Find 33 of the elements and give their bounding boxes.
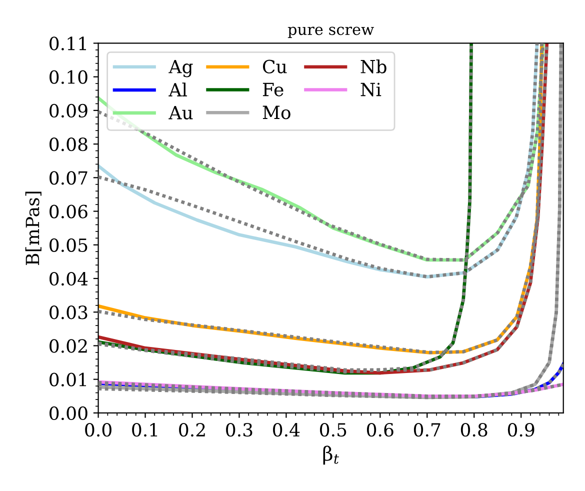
chart-title: pure screw (288, 26, 374, 38)
legend-label: Ag (168, 60, 193, 78)
x-tick-label: 0.0 (85, 422, 112, 437)
legend-label: Cu (262, 60, 287, 74)
y-tick-label: 0.00 (50, 406, 88, 420)
x-tick-label: 0.6 (366, 422, 394, 437)
y-tick-label: 0.05 (50, 238, 88, 252)
x-tick-label: 0.5 (320, 422, 346, 437)
x-tick-label: 0.4 (273, 422, 300, 437)
y-tick-label: 0.11 (50, 36, 86, 50)
x-tick-label: 0.7 (414, 422, 440, 437)
legend-label: Au (168, 106, 193, 120)
legend-label: Al (168, 82, 187, 96)
legend-label: Nb (360, 59, 386, 74)
x-tick-label: 0.8 (460, 422, 488, 437)
y-tick-label: 0.01 (50, 372, 86, 386)
y-tick-label: 0.08 (50, 138, 88, 152)
x-tick-label: 0.3 (226, 422, 252, 437)
y-tick-label: 0.07 (50, 171, 88, 185)
x-axis-title: β$_{t}$ (323, 446, 339, 465)
x-tick-label: 0.1 (132, 422, 158, 437)
y-tick-label: 0.09 (50, 104, 88, 118)
legend-label: Fe (262, 82, 284, 96)
y-axis-title: B[mPas] (25, 192, 42, 265)
x-tick-label: 0.9 (508, 422, 534, 437)
legend-label: Ni (360, 82, 382, 96)
x-tick-label: 0.2 (179, 422, 205, 437)
y-tick-label: 0.06 (50, 204, 88, 218)
y-tick-label: 0.03 (50, 306, 88, 320)
y-tick-label: 0.02 (50, 339, 87, 353)
y-tick-label: 0.04 (50, 272, 88, 286)
legend-label: Mo (262, 106, 290, 120)
y-tick-label: 0.10 (50, 70, 88, 84)
